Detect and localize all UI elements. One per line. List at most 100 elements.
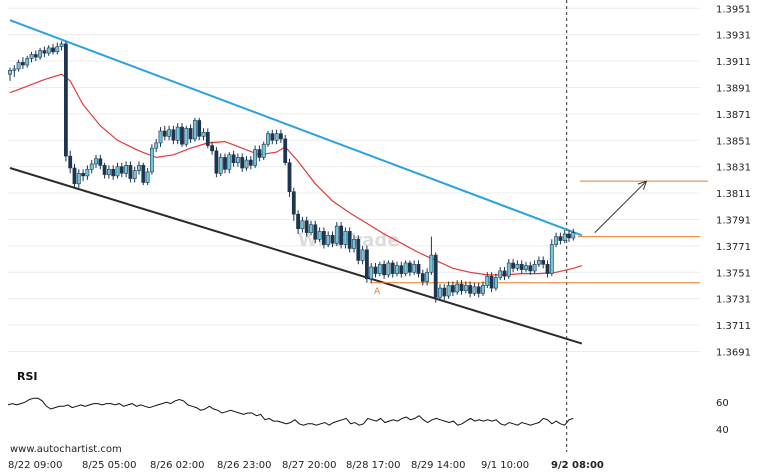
candle-body — [352, 238, 356, 249]
candle-body — [425, 271, 430, 282]
candle-body — [515, 264, 520, 269]
candle-body — [498, 270, 503, 278]
candle-body — [524, 265, 528, 270]
candle-body — [119, 166, 124, 174]
rsi-tick-label: 40 — [716, 425, 729, 436]
rsi-panel: RSI 60 40 — [7, 370, 729, 436]
candle-body — [55, 46, 60, 53]
candle-body — [20, 62, 25, 66]
candle-body — [369, 266, 374, 280]
moving-average — [9, 73, 583, 276]
candle-body — [562, 233, 567, 241]
forecast-arrow-head — [637, 180, 648, 190]
candle-body — [102, 165, 107, 175]
candle-body — [313, 224, 318, 240]
candle-body — [347, 231, 352, 249]
candle-body — [266, 133, 270, 145]
candle-body — [51, 47, 55, 53]
x-tick-label: 9/2 08:00 — [551, 460, 604, 471]
candle-body — [193, 120, 197, 140]
candle-body — [115, 166, 120, 177]
candle-body — [502, 270, 507, 277]
candle-body — [171, 129, 176, 141]
candle-body — [25, 58, 30, 66]
candle-body — [81, 172, 86, 177]
candle-body — [395, 265, 399, 274]
candle-body — [450, 285, 455, 293]
candle-body — [489, 275, 494, 289]
candle-body — [150, 147, 154, 173]
candle-body — [485, 275, 490, 286]
candle-body — [283, 138, 288, 164]
candle-body — [356, 238, 361, 261]
chart-grid — [8, 0, 700, 452]
candle-body — [334, 225, 339, 244]
candle-body — [64, 43, 68, 157]
candle-body — [236, 157, 240, 164]
candles — [8, 41, 576, 303]
rsi-tick-label: 60 — [716, 398, 729, 409]
candle-body — [59, 43, 64, 47]
y-tick-label: 1.3851 — [716, 136, 751, 147]
candle-body — [433, 254, 438, 298]
x-tick-label: 8/22 09:00 — [8, 460, 62, 471]
y-tick-label: 1.3911 — [716, 57, 751, 68]
candle-body — [210, 145, 215, 152]
candle-body — [29, 54, 34, 59]
candle-body — [197, 120, 202, 137]
candle-body — [223, 157, 227, 170]
candle-body — [541, 260, 546, 265]
candle-body — [545, 264, 550, 274]
candle-body — [257, 149, 262, 158]
candle-body — [416, 264, 421, 274]
y-tick-label: 1.3711 — [716, 321, 751, 332]
channel-lower-line — [9, 167, 583, 345]
candle-body — [145, 171, 150, 183]
candle-body — [158, 130, 163, 144]
candle-body — [519, 264, 524, 270]
candle-body — [38, 50, 43, 58]
candle-body — [270, 133, 275, 141]
candle-body — [343, 231, 348, 245]
candle-body — [175, 126, 180, 141]
candle-body — [154, 142, 159, 149]
point-label: A — [374, 287, 381, 297]
candle-body — [124, 165, 129, 174]
candle-body — [549, 244, 554, 274]
y-axis: 1.3951 1.3931 1.3911 1.3891 1.3871 1.3851 1.38… — [716, 4, 751, 358]
candle-body — [201, 132, 206, 137]
candle-body — [463, 285, 468, 292]
candle-body — [214, 150, 219, 174]
candle-body — [205, 132, 210, 146]
candle-body — [407, 262, 412, 273]
candle-body — [472, 286, 477, 294]
x-tick-label: 9/1 10:00 — [481, 460, 529, 471]
candle-body — [107, 169, 111, 175]
candle-body — [468, 285, 473, 294]
y-tick-label: 1.3691 — [716, 347, 751, 358]
candle-body — [287, 162, 292, 193]
channel-upper-line — [9, 19, 583, 237]
x-tick-label: 8/26 02:00 — [150, 460, 204, 471]
candle-body — [240, 157, 245, 169]
candle-body — [390, 262, 395, 274]
candle-body — [42, 50, 47, 54]
y-tick-label: 1.3931 — [716, 31, 751, 42]
y-tick-label: 1.3791 — [716, 215, 751, 226]
candle-body — [188, 128, 193, 140]
candle-body — [167, 129, 172, 137]
x-tick-label: 8/27 20:00 — [282, 460, 336, 471]
candle-body — [386, 262, 391, 276]
x-tick-label: 8/29 14:00 — [411, 460, 465, 471]
candle-body — [438, 287, 442, 298]
candle-body — [532, 264, 537, 272]
x-tick-label: 8/26 23:00 — [217, 460, 271, 471]
rsi-title: RSI — [17, 370, 38, 383]
candle-body — [8, 70, 12, 75]
x-axis: 8/22 09:00 8/25 05:00 8/26 02:00 8/26 23:00… — [8, 460, 604, 471]
candle-body — [291, 191, 296, 215]
candle-body — [528, 265, 533, 272]
candle-body — [94, 158, 98, 165]
candle-body — [446, 285, 451, 297]
